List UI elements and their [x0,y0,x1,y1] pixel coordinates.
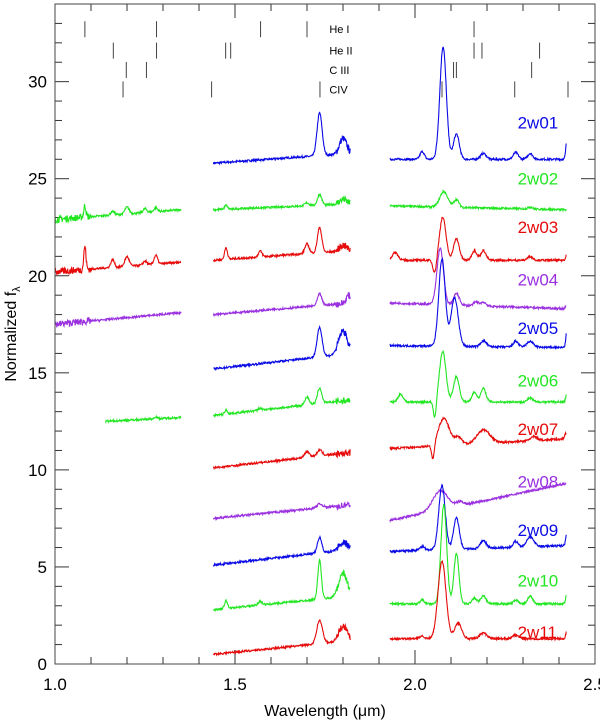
plot-frame [54,3,596,665]
spectrum-2w02 [54,203,182,224]
spectrum-2w10 [212,558,351,613]
line-marker-label: He II [329,46,352,58]
y-axis-label: Normalized fλ [3,286,23,382]
spectrum-2w05 [213,324,351,371]
x-tick-label: 1.0 [43,675,67,694]
spectrum-2w02 [389,188,567,213]
spectrum-2w06 [389,349,567,419]
spectrum-2w04 [212,292,351,318]
y-tick-label: 20 [28,267,47,286]
x-tick-label: 2.0 [403,675,427,694]
spectrum-2w10 [389,503,567,607]
y-axis-label-main: Normalized f [3,291,20,381]
spectrum-2w01 [389,46,567,163]
spectrum-label-2w01: 2w01 [518,113,559,132]
spectrum-label-2w06: 2w06 [518,372,559,391]
spectrum-label-2w02: 2w02 [518,170,559,189]
spectrum-2w09 [389,483,567,554]
spectrum-label-2w07: 2w07 [518,420,559,439]
spectrum-2w11 [389,560,567,642]
y-tick-label: 15 [28,364,47,383]
x-tick-label: 1.5 [223,675,247,694]
spectrum-label-2w09: 2w09 [518,521,559,540]
spectrum-2w07 [389,416,567,460]
spectrum-2w02 [212,192,351,213]
y-tick-label: 5 [38,558,47,577]
line-marker-label: CIV [329,84,348,96]
x-tick-label: 2.5 [583,675,600,694]
spectrum-2w05 [389,257,567,350]
spectrum-2w06 [104,414,182,425]
spectrum-2w08 [389,481,567,523]
spectrum-label-2w08: 2w08 [518,473,559,492]
spectrum-2w06 [212,386,351,419]
y-tick-label: 30 [28,73,47,92]
spectrum-2w04 [389,247,567,312]
spectrum-2w08 [212,500,351,521]
spectrum-2w01 [212,111,351,166]
line-marker-label: C III [329,65,349,77]
spectrum-2w04 [54,310,182,329]
y-tick-label: 10 [28,461,47,480]
x-axis-label: Wavelength (μm) [264,703,386,720]
y-tick-label: 0 [38,655,47,674]
line-marker-label: He I [329,24,349,36]
spectrum-2w07 [212,447,351,471]
spectrum-2w09 [212,534,351,567]
spectrum-label-2w04: 2w04 [518,271,559,290]
spectrum-2w03 [212,226,351,263]
y-axis-label-subscript: λ [11,286,23,292]
plot-marks: 1.0 1.5 2.0 2.5 0 5 10 15 20 25 30 He I He II C III CI… [28,3,600,694]
spectrum-2w03 [389,216,567,273]
spectrum-2w03 [54,245,182,276]
spectrum-label-2w10: 2w10 [518,572,559,591]
spectrum-2w11 [212,619,351,657]
spectrum-label-2w05: 2w05 [518,319,559,338]
svg-text:Normalized fλ: Normalized fλ [3,286,23,382]
spectrum-label-2w03: 2w03 [518,218,559,237]
y-tick-label: 25 [28,170,47,189]
spectrum-label-2w11: 2w11 [518,623,557,642]
